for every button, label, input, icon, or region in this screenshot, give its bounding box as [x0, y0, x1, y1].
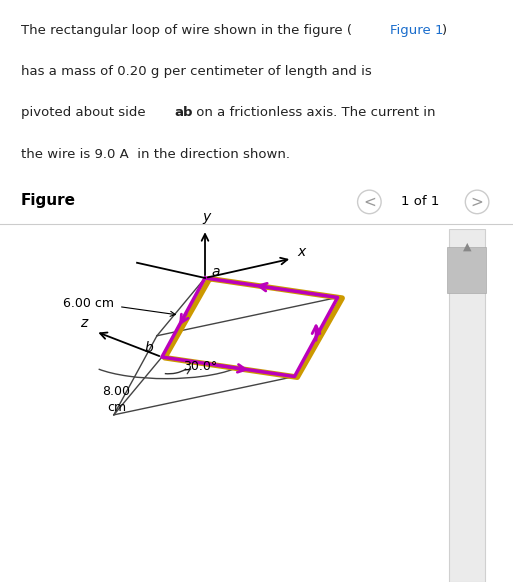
Text: Figure 1: Figure 1: [390, 24, 444, 37]
Text: z: z: [81, 316, 88, 330]
Text: <: <: [363, 195, 376, 209]
Text: Figure: Figure: [21, 193, 75, 208]
Text: a: a: [212, 265, 220, 279]
Text: b: b: [145, 341, 153, 355]
Text: has a mass of 0.20 g per centimeter of length and is: has a mass of 0.20 g per centimeter of l…: [21, 65, 371, 78]
Text: ): ): [442, 24, 447, 37]
Text: ab: ab: [174, 106, 193, 119]
Text: ▲: ▲: [463, 242, 471, 252]
Text: cm: cm: [107, 400, 126, 413]
Text: pivoted about side: pivoted about side: [21, 106, 149, 119]
Text: 6.00 cm: 6.00 cm: [64, 296, 114, 309]
Text: The rectangular loop of wire shown in the figure (: The rectangular loop of wire shown in th…: [21, 24, 351, 37]
Text: >: >: [471, 195, 483, 209]
Text: the wire is 9.0 A  in the direction shown.: the wire is 9.0 A in the direction shown…: [21, 148, 289, 161]
Bar: [449, 229, 485, 582]
Text: on a frictionless axis. The current in: on a frictionless axis. The current in: [192, 106, 436, 119]
Text: 8.00: 8.00: [102, 385, 130, 397]
Text: 1 of 1: 1 of 1: [402, 195, 440, 208]
Text: y: y: [203, 211, 211, 225]
Text: x: x: [298, 245, 306, 259]
Bar: [447, 247, 486, 293]
Text: 30.0°: 30.0°: [183, 360, 217, 373]
